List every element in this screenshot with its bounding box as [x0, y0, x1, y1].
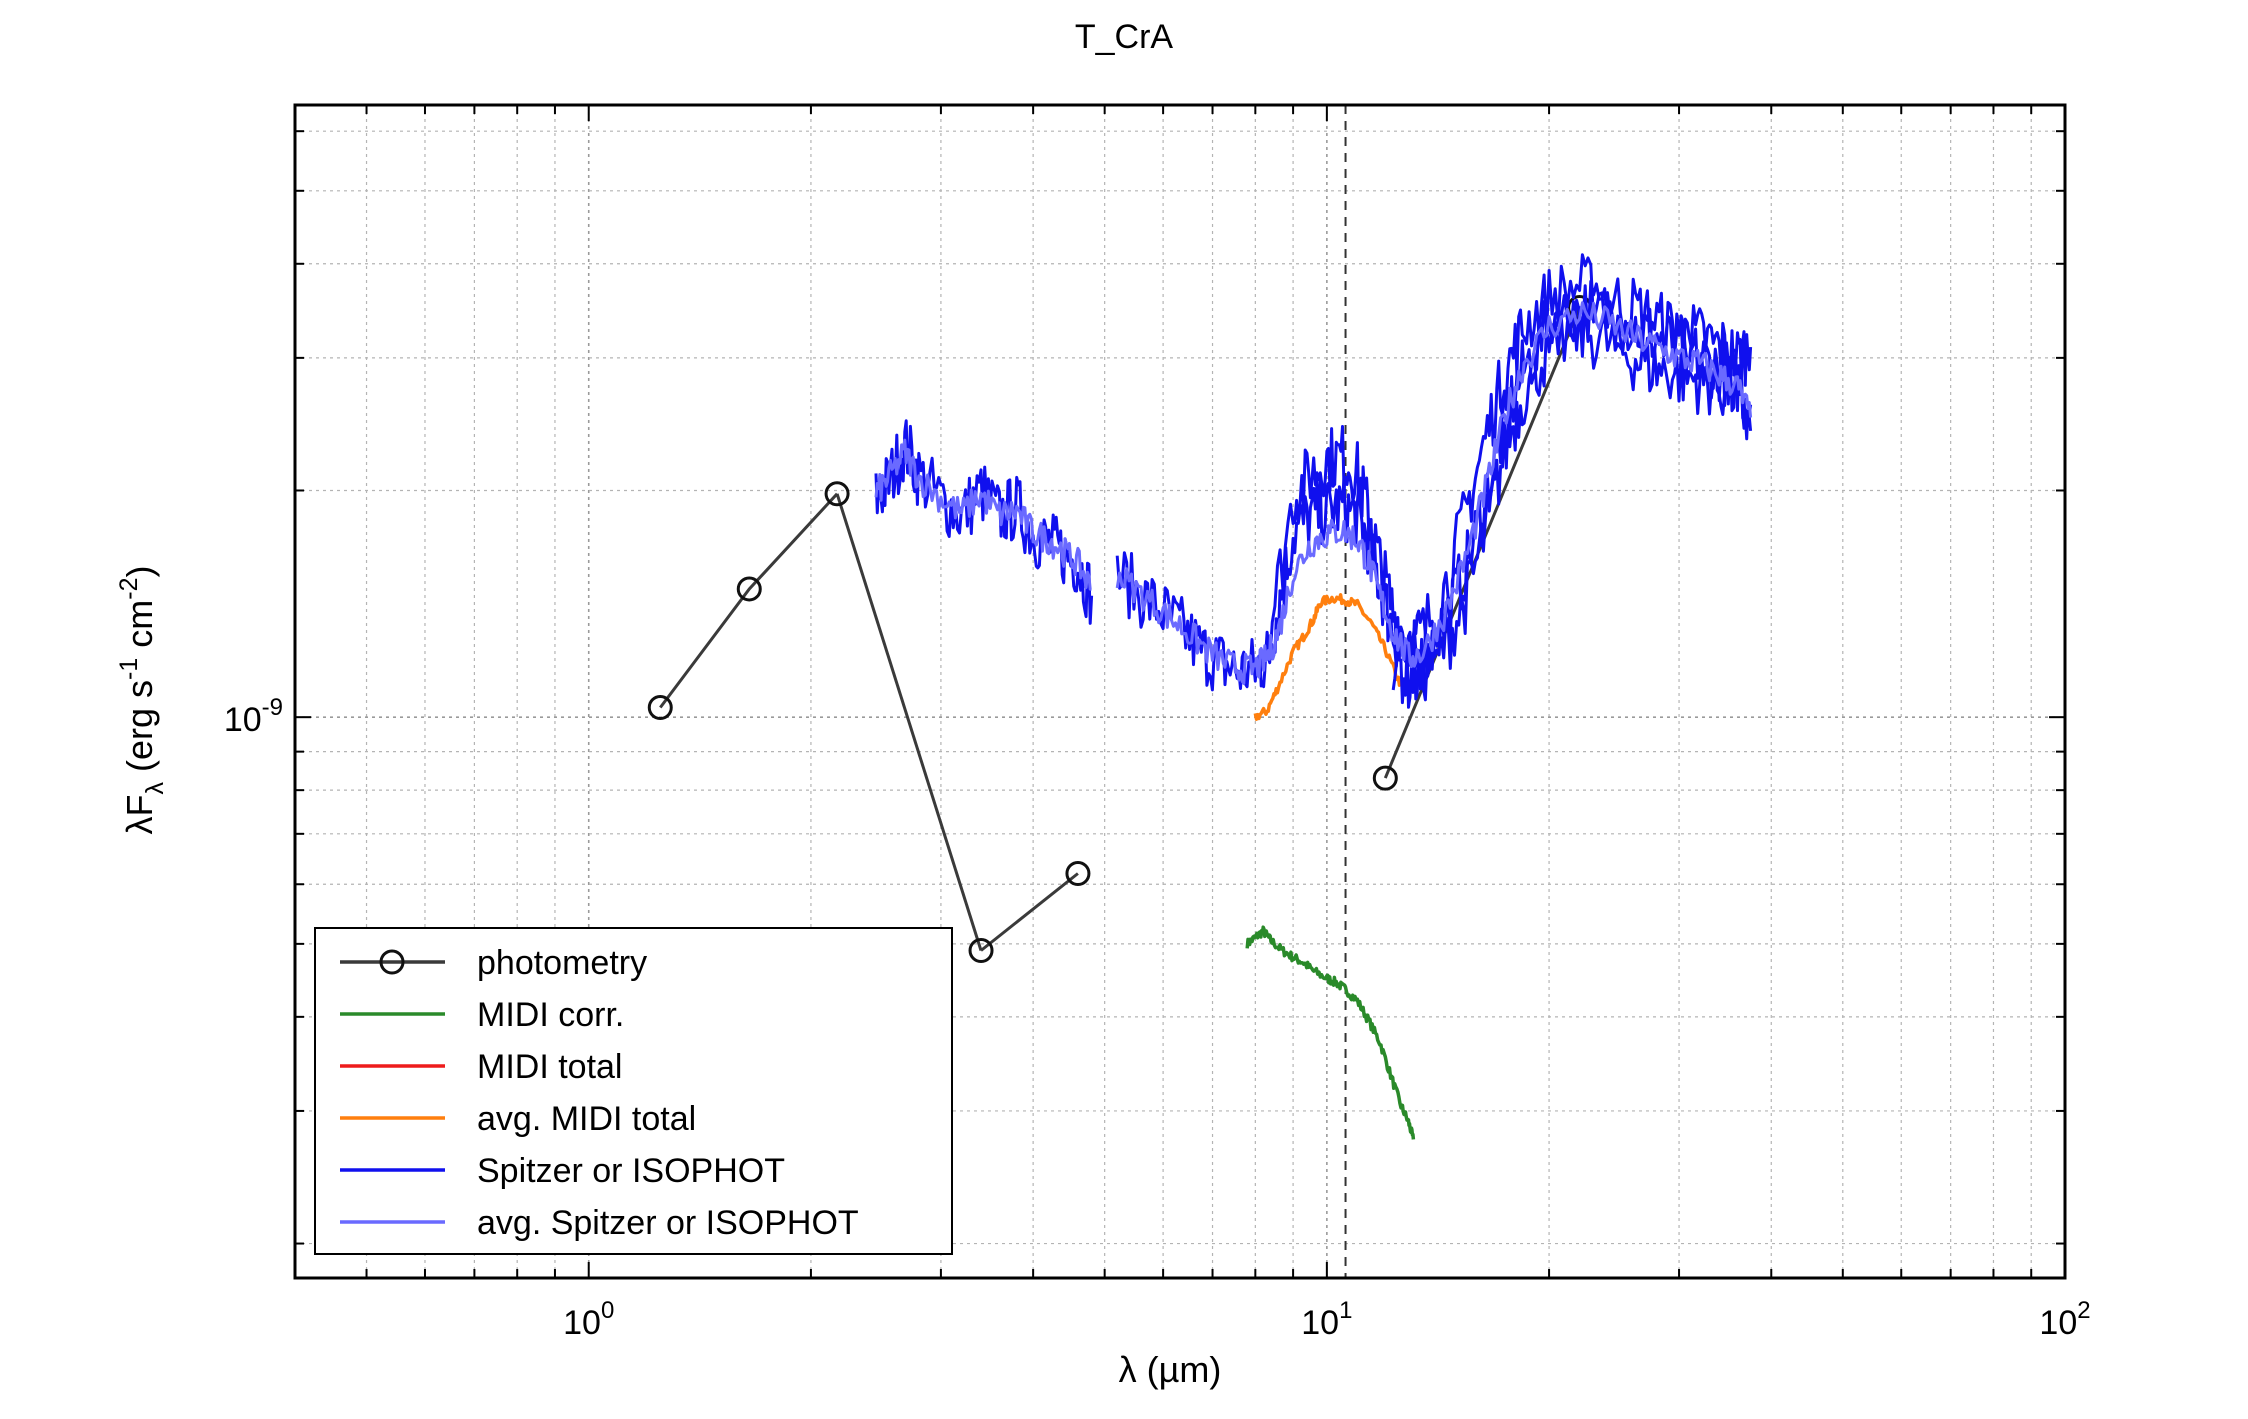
data-point-photometry	[736, 576, 762, 602]
series-layer	[384, 253, 1753, 1140]
legend-label-spitzer-or-isophot: Spitzer or ISOPHOT	[477, 1152, 785, 1190]
series-line-avg-spitzer-or-isophot	[1115, 301, 1753, 685]
series-line-avg-midi-total	[1253, 593, 1411, 721]
x-tick-label: 100	[563, 1297, 614, 1342]
legend-label-avg-midi-total: avg. MIDI total	[477, 1100, 696, 1138]
data-point-photometry	[824, 481, 850, 507]
legend-box	[314, 927, 953, 1255]
legend-label-avg-spitzer-or-isophot: avg. Spitzer or ISOPHOT	[477, 1204, 859, 1242]
legend: photometry MIDI corr. MIDI total avg. MIDI …	[314, 927, 953, 1255]
series-line-avg-spitzer-or-isophot	[874, 438, 1092, 591]
series-line-photometry	[659, 492, 839, 709]
plot-frame	[293, 103, 2067, 1280]
series-line-midi-corr	[1245, 925, 1416, 1140]
x-tick-label: 102	[2039, 1297, 2090, 1342]
series-line-spitzer-or-isophot	[1265, 253, 1753, 675]
chart-title: T_CrA	[1075, 18, 1174, 56]
data-point-photometry	[647, 695, 673, 721]
series-line-photometry	[835, 493, 983, 951]
x-axis-label: λ (µm)	[1119, 1349, 1222, 1390]
x-tick-label: 101	[1301, 1297, 1352, 1342]
axis-tick-labels: 100 101 102 10-9	[224, 694, 2091, 1342]
data-point-photometry	[968, 937, 994, 963]
legend-label-midi-total: MIDI total	[477, 1048, 622, 1086]
y-tick-label: 10-9	[224, 694, 283, 739]
y-axis-label: λFλ (erg s-1 cm-2)	[115, 566, 169, 835]
series-line-spitzer-or-isophot	[1391, 300, 1753, 709]
data-point-photometry	[1065, 861, 1091, 887]
legend-label-midi-corr: MIDI corr.	[477, 996, 624, 1034]
series-line-photometry	[980, 872, 1079, 952]
legend-marker-photometry	[379, 949, 405, 975]
legend-label-photometry: photometry	[477, 944, 647, 982]
data-point-photometry	[1372, 765, 1398, 791]
